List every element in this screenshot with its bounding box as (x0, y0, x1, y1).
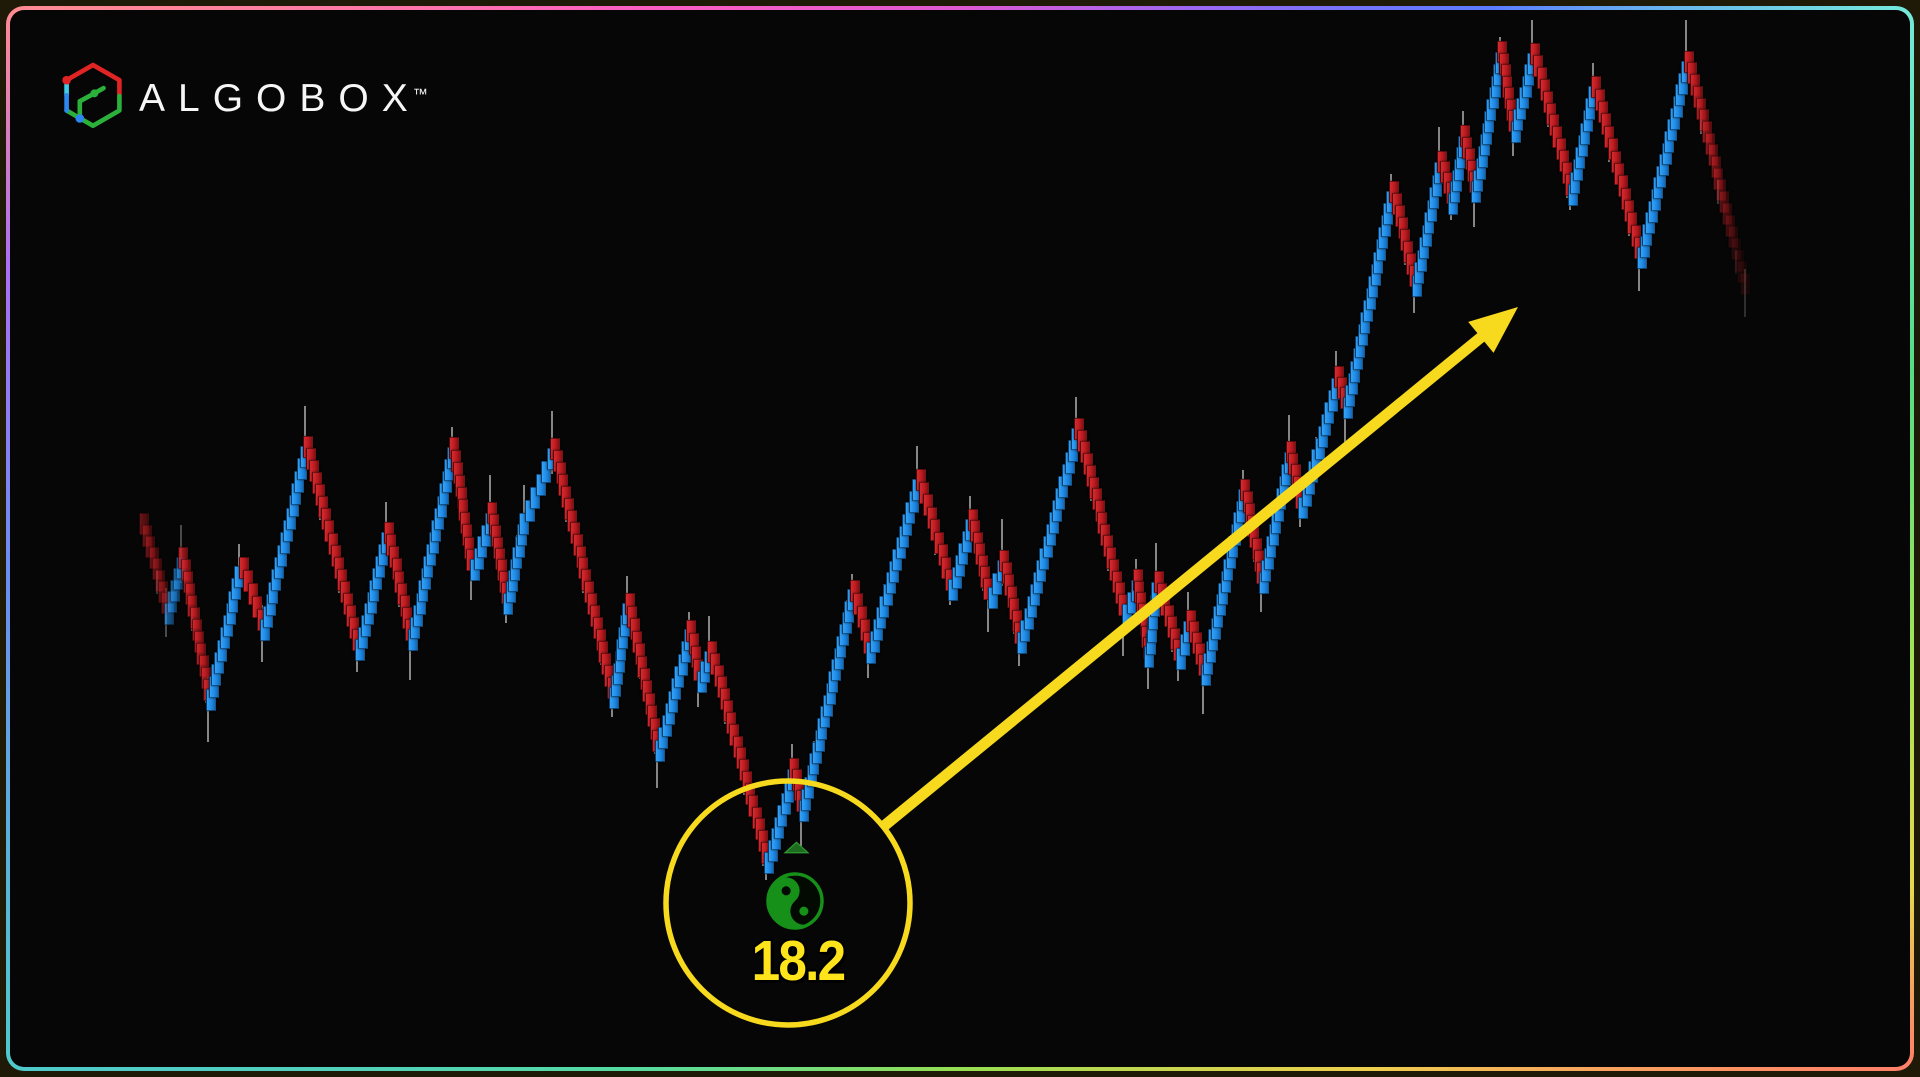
candle-wick (155, 570, 158, 595)
up-candle (541, 461, 552, 483)
chart-layers: 18.2 ALGO (10, 10, 1910, 1067)
down-candle (145, 535, 156, 558)
down-candle (1731, 237, 1742, 260)
down-candle (1713, 167, 1724, 190)
down-candle (1722, 202, 1733, 225)
down-candle (1716, 179, 1727, 202)
up-candle (524, 500, 535, 522)
logo-text: ALGOBOX (139, 76, 421, 120)
down-candle (148, 547, 159, 569)
signal-price-label: 18.2 (751, 929, 846, 993)
down-candle (154, 569, 165, 592)
logo-wordmark: ALGOBOX™ (139, 79, 428, 118)
down-candle (1737, 261, 1748, 284)
candle-wick (1744, 269, 1746, 317)
chart-screen: 18.2 ALGO (10, 10, 1910, 1067)
down-candle (1710, 156, 1721, 178)
logo-cube-icon (62, 62, 122, 129)
up-candle (519, 513, 529, 535)
down-candle (1734, 249, 1745, 272)
candle-wick (523, 485, 525, 539)
down-candle (139, 513, 150, 536)
down-candle (1725, 214, 1736, 237)
up-candle (535, 474, 546, 496)
price-chart (10, 10, 1910, 1067)
down-candle (1719, 191, 1730, 214)
candle-wick (1717, 179, 1720, 204)
logo-trademark: ™ (412, 85, 428, 103)
up-candle (530, 487, 541, 509)
candle-wick (1735, 249, 1738, 274)
logo: ALGOBOX™ (60, 60, 428, 136)
down-candle (1740, 273, 1750, 295)
gradient-frame: 18.2 ALGO (6, 6, 1914, 1071)
down-candle (142, 524, 153, 547)
down-candle (1728, 226, 1739, 249)
down-candle (151, 558, 162, 581)
